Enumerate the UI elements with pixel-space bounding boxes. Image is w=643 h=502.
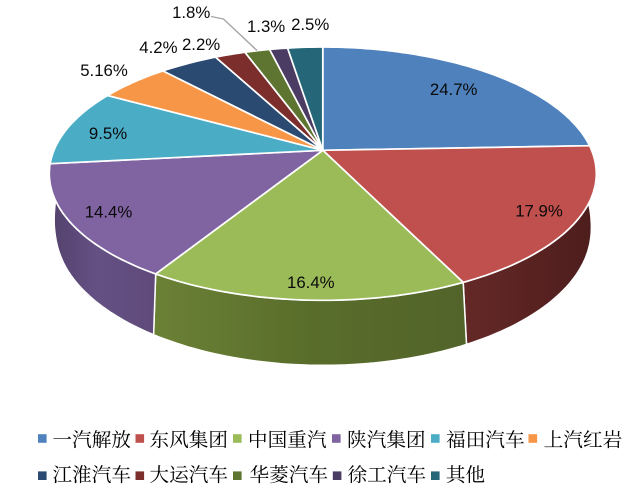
svg-text:4.2%: 4.2% bbox=[139, 38, 177, 57]
svg-text:14.4%: 14.4% bbox=[85, 203, 133, 222]
svg-text:2.5%: 2.5% bbox=[291, 15, 329, 34]
svg-text:5.16%: 5.16% bbox=[80, 61, 128, 80]
svg-text:9.5%: 9.5% bbox=[89, 124, 127, 143]
svg-text:17.9%: 17.9% bbox=[515, 202, 563, 221]
svg-text:1.3%: 1.3% bbox=[247, 17, 285, 36]
svg-text:2.2%: 2.2% bbox=[182, 35, 220, 54]
svg-text:24.7%: 24.7% bbox=[430, 80, 478, 99]
svg-text:1.8%: 1.8% bbox=[172, 3, 210, 22]
svg-text:16.4%: 16.4% bbox=[287, 273, 335, 292]
